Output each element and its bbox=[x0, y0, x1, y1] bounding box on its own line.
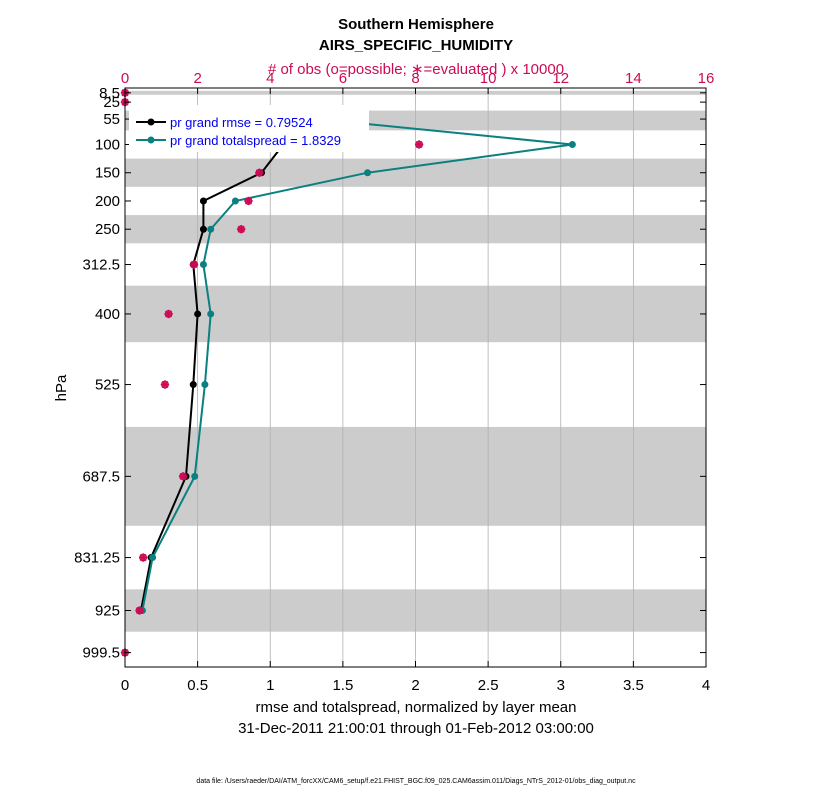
obs-evaluated-marker bbox=[135, 606, 144, 615]
y-tick-label: 831.25 bbox=[74, 550, 120, 567]
legend-box bbox=[129, 105, 369, 152]
top-axis-label: # of obs (o=possible; ∗=evaluated ) x 10… bbox=[268, 61, 564, 78]
x-tick-label: 1 bbox=[266, 677, 274, 694]
totalspread-point bbox=[207, 225, 215, 233]
top-tick-label: 14 bbox=[625, 70, 642, 87]
totalspread-point bbox=[199, 261, 207, 269]
chart-subtitle: AIRS_SPECIFIC_HUMIDITY bbox=[319, 37, 513, 54]
y-tick-label: 100 bbox=[95, 136, 120, 153]
footer-data-file: data file: /Users/raeder/DAI/ATM_forcXX/… bbox=[196, 778, 636, 785]
x-tick-label: 3.5 bbox=[623, 677, 644, 694]
x-tick-label: 0.5 bbox=[187, 677, 208, 694]
y-tick-label: 687.5 bbox=[82, 468, 120, 485]
y-tick-label: 150 bbox=[95, 165, 120, 182]
obs-evaluated-marker bbox=[414, 140, 424, 149]
obs-evaluated-stroke bbox=[190, 260, 198, 269]
x-tick-label: 4 bbox=[702, 677, 710, 694]
obs-evaluated-stroke bbox=[161, 381, 169, 389]
totalspread-point bbox=[568, 140, 576, 148]
y-tick-label: 55 bbox=[103, 111, 120, 128]
top-tick-label: 16 bbox=[698, 70, 715, 87]
y-tick-label: 400 bbox=[95, 306, 120, 323]
y-tick-label: 8.5 bbox=[99, 85, 120, 102]
obs-evaluated-stroke bbox=[139, 554, 147, 562]
legend-spread-marker bbox=[147, 136, 155, 144]
obs-evaluated-marker bbox=[160, 380, 170, 389]
obs-evaluated-marker bbox=[244, 196, 253, 206]
legend-rmse-label: pr grand rmse = 0.79524 bbox=[170, 115, 313, 130]
date-range-label: 31-Dec-2011 21:00:01 through 01-Feb-2012… bbox=[238, 720, 594, 737]
obs-evaluated-stroke bbox=[165, 310, 173, 318]
top-tick-label: 4 bbox=[266, 70, 274, 87]
rmse-point bbox=[199, 197, 207, 205]
series-group bbox=[137, 115, 576, 615]
series-totalspread-line bbox=[141, 118, 573, 611]
obs-evaluated-stroke bbox=[244, 197, 252, 205]
obs-evaluated-marker bbox=[189, 260, 199, 269]
x-axis-label: rmse and totalspread, normalized by laye… bbox=[256, 699, 577, 716]
top-tick-label: 6 bbox=[339, 70, 347, 87]
x-tick-label: 0 bbox=[121, 677, 129, 694]
totalspread-point bbox=[231, 197, 239, 205]
legend-rmse-marker bbox=[147, 118, 155, 126]
totalspread-point bbox=[201, 381, 209, 389]
y-axis-label: hPa bbox=[53, 374, 70, 401]
rmse-point bbox=[189, 381, 197, 389]
obs-evaluated-stroke bbox=[237, 225, 245, 233]
rmse-point bbox=[199, 225, 207, 233]
obs-evaluated-stroke bbox=[135, 606, 144, 615]
y-tick-label: 250 bbox=[95, 221, 120, 238]
top-tick-label: 8 bbox=[411, 70, 419, 87]
x-tick-label: 1.5 bbox=[332, 677, 353, 694]
y-tick-label: 25 bbox=[103, 94, 120, 111]
obs-evaluated-marker bbox=[255, 168, 264, 177]
y-tick-label: 312.5 bbox=[82, 257, 120, 274]
legend-spread-label: pr grand totalspread = 1.8329 bbox=[170, 133, 341, 148]
obs-evaluated-stroke bbox=[255, 169, 263, 177]
obs-evaluated-marker bbox=[237, 225, 246, 234]
y-tick-label: 525 bbox=[95, 377, 120, 394]
totalspread-point bbox=[207, 310, 215, 318]
totalspread-point bbox=[149, 554, 157, 562]
top-tick-label: 12 bbox=[552, 70, 569, 87]
x-tick-label: 3 bbox=[557, 677, 565, 694]
y-tick-label: 200 bbox=[95, 193, 120, 210]
totalspread-point bbox=[364, 169, 372, 177]
x-tick-label: 2.5 bbox=[478, 677, 499, 694]
y-tick-label: 999.5 bbox=[82, 645, 120, 662]
totalspread-point bbox=[191, 472, 199, 480]
obs-evaluated-stroke bbox=[415, 140, 423, 149]
rmse-point bbox=[194, 310, 202, 318]
legend: pr grand rmse = 0.79524 pr grand totalsp… bbox=[129, 105, 369, 152]
y-tick-label: 925 bbox=[95, 603, 120, 620]
obs-evaluated-marker bbox=[138, 553, 148, 562]
top-tick-label: 0 bbox=[121, 70, 129, 87]
obs-evaluated-marker bbox=[178, 472, 188, 481]
top-tick-label: 10 bbox=[480, 70, 497, 87]
obs-evaluated-marker bbox=[164, 309, 173, 319]
top-tick-label: 2 bbox=[193, 70, 201, 87]
chart-title: Southern Hemisphere bbox=[338, 16, 494, 33]
obs-evaluated-stroke bbox=[179, 472, 187, 480]
gridlines bbox=[197, 88, 634, 667]
x-tick-label: 2 bbox=[411, 677, 419, 694]
